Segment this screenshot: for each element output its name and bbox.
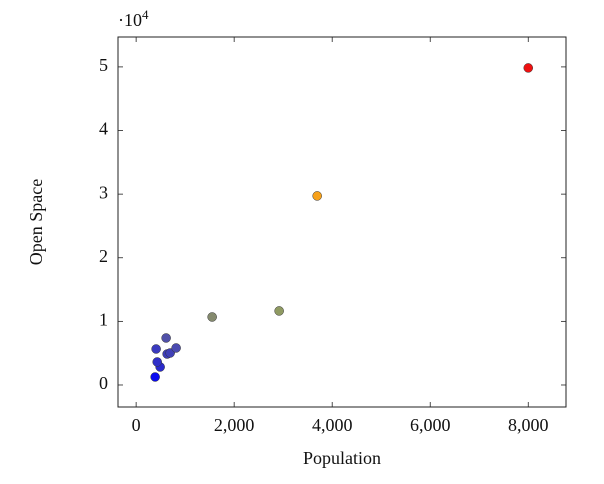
x-axis-label: Population: [303, 448, 381, 468]
point: [151, 344, 161, 354]
y-tick-label: 4: [99, 119, 108, 139]
point: [150, 372, 160, 382]
point: [207, 312, 217, 322]
plot-frame: [117, 36, 567, 408]
y-tick-label: 1: [99, 309, 108, 329]
multiplier-base: ·10: [118, 10, 142, 30]
point: [274, 306, 284, 316]
y-axis-label: Open Space: [26, 179, 46, 265]
y-multiplier: ·104: [118, 7, 149, 30]
point: [161, 333, 171, 343]
point: [152, 357, 162, 367]
point: [171, 343, 181, 353]
x-tick-label: 8,000: [508, 415, 549, 435]
x-tick-label: 0: [132, 415, 141, 435]
y-tick-label: 0: [99, 373, 108, 393]
point: [312, 191, 322, 201]
x-tick-label: 4,000: [312, 415, 353, 435]
y-tick-label: 2: [99, 246, 108, 266]
x-tick-label: 6,000: [410, 415, 451, 435]
point: [523, 63, 534, 73]
multiplier-exponent: 4: [142, 7, 149, 22]
y-tick-label: 5: [99, 55, 108, 75]
x-tick-label: 2,000: [214, 415, 255, 435]
y-tick-label: 3: [99, 182, 108, 202]
